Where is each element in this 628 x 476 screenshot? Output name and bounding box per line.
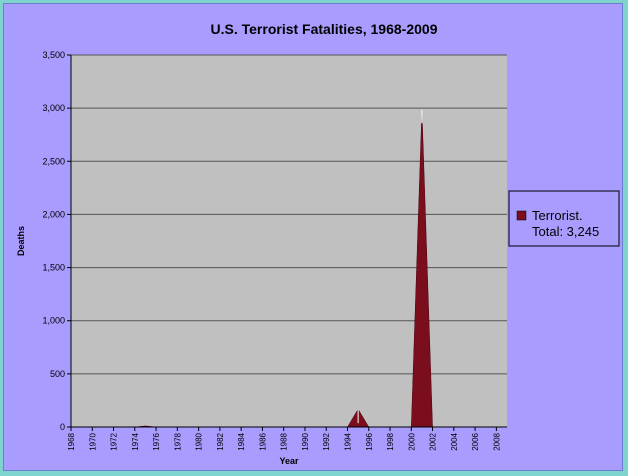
y-tick-label: 3,500 bbox=[42, 50, 65, 60]
x-tick-label: 1974 bbox=[131, 432, 140, 450]
x-tick-label: 2000 bbox=[407, 432, 416, 450]
x-tick-label: 1998 bbox=[386, 432, 395, 450]
y-tick-label: 500 bbox=[50, 369, 65, 379]
x-tick-label: 2004 bbox=[450, 432, 459, 450]
legend-label-line1: Terrorist. bbox=[532, 208, 583, 223]
plot-area bbox=[71, 55, 507, 427]
x-axis-title: Year bbox=[279, 456, 299, 466]
x-tick-label: 1986 bbox=[258, 432, 267, 450]
legend-box bbox=[508, 190, 620, 247]
x-tick-label: 1968 bbox=[67, 432, 76, 450]
gridlines bbox=[71, 54, 507, 375]
x-tick-label: 1990 bbox=[301, 432, 310, 450]
legend: Terrorist. Total: 3,245 bbox=[508, 190, 620, 247]
area-chart: U.S. Terrorist Fatalities, 1968-2009 0 50… bbox=[16, 21, 620, 466]
x-tick-label: 2006 bbox=[471, 432, 480, 450]
x-tick-label: 1970 bbox=[88, 432, 97, 450]
x-tick-label: 1976 bbox=[152, 432, 161, 450]
x-tick-label: 2002 bbox=[429, 432, 438, 450]
y-tick-label: 0 bbox=[60, 422, 65, 432]
x-tick-labels: 1968 1970 1972 1974 1976 1978 1980 1982 1984 1986… bbox=[67, 427, 501, 451]
y-tick-labels: 0 500 1,000 1,500 2,000 2,500 3,000 3,500 bbox=[42, 50, 71, 432]
y-tick-label: 2,500 bbox=[42, 156, 65, 166]
x-tick-label: 1984 bbox=[237, 432, 246, 450]
x-tick-label: 1994 bbox=[343, 432, 352, 450]
chart-frame: U.S. Terrorist Fatalities, 1968-2009 0 50… bbox=[3, 3, 623, 471]
x-tick-label: 1972 bbox=[110, 432, 119, 450]
x-tick-label: 1988 bbox=[280, 432, 289, 450]
legend-label-line2: Total: 3,245 bbox=[532, 224, 599, 239]
x-tick-label: 1982 bbox=[216, 432, 225, 450]
y-axis-title: Deaths bbox=[16, 226, 26, 256]
x-tick-label: 2008 bbox=[492, 432, 501, 450]
x-tick-label: 1992 bbox=[322, 432, 331, 450]
y-tick-label: 1,000 bbox=[42, 316, 65, 326]
chart-title: U.S. Terrorist Fatalities, 1968-2009 bbox=[211, 21, 438, 37]
y-tick-label: 2,000 bbox=[42, 209, 65, 219]
x-tick-label: 1996 bbox=[365, 432, 374, 450]
y-tick-label: 1,500 bbox=[42, 263, 65, 273]
x-tick-label: 1978 bbox=[173, 432, 182, 450]
x-tick-label: 1980 bbox=[195, 432, 204, 450]
legend-swatch bbox=[516, 210, 527, 221]
y-tick-label: 3,000 bbox=[42, 103, 65, 113]
